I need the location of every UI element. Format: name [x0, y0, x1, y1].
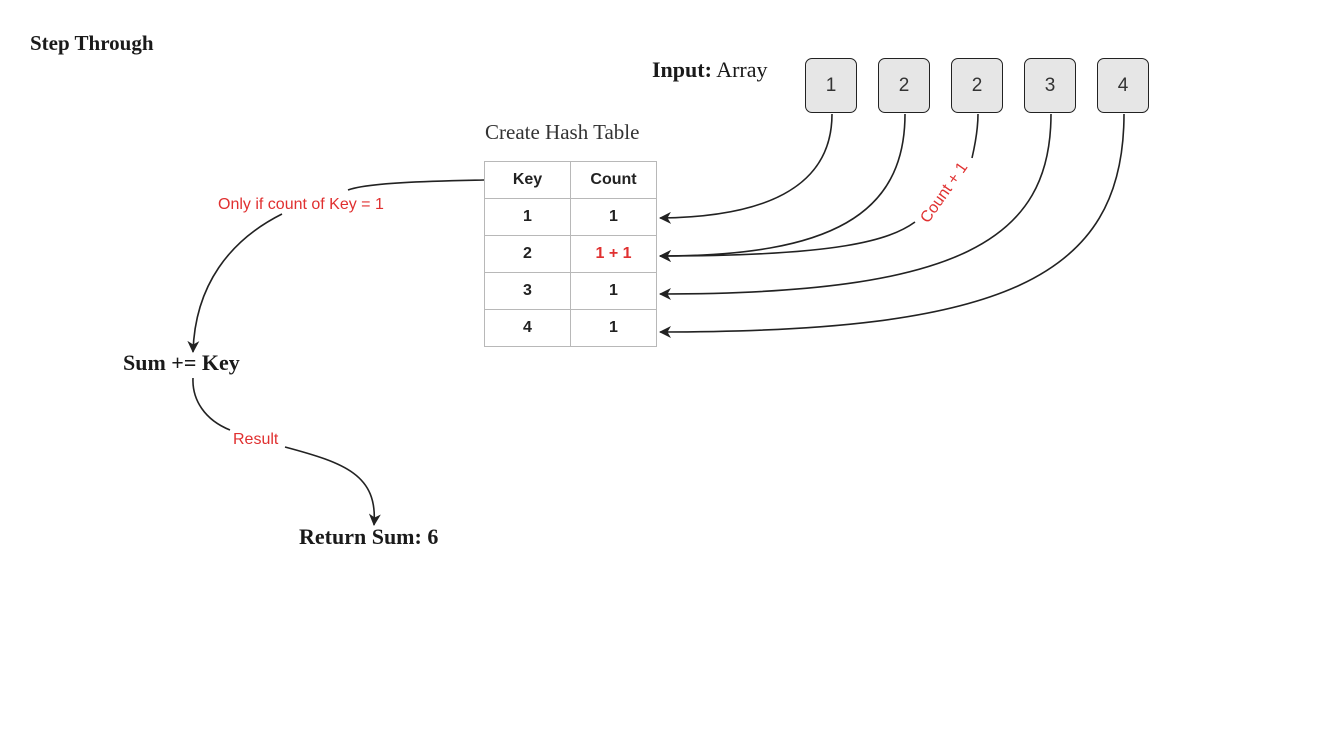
edge-label-result: Result	[233, 431, 279, 448]
key-cell: 4	[484, 309, 571, 347]
arrow-sum-to-return	[284, 446, 381, 526]
arrow-table-to-sum	[187, 213, 283, 353]
input-label: Input: Array	[652, 57, 768, 83]
input-label-value: Array	[716, 57, 768, 82]
array-item[interactable]: 3	[1024, 58, 1076, 113]
array-item[interactable]: 4	[1097, 58, 1149, 113]
hash-table: Key Count 1 1 2 1 + 1 3 1 4 1	[484, 161, 657, 347]
arrow-item4-to-row3	[659, 113, 1052, 300]
page-title: Step Through	[30, 31, 154, 55]
column-header-key: Key	[484, 161, 571, 199]
input-label-key: Input:	[652, 57, 712, 82]
array-item[interactable]: 2	[951, 58, 1003, 113]
edge-label-count-increment: Count + 1	[917, 159, 971, 226]
arrow-item3-to-row2	[659, 221, 916, 262]
count-cell: 1	[570, 309, 657, 347]
arrow-item3-to-row2	[971, 113, 979, 159]
arrow-item1-to-row1	[659, 113, 833, 224]
hash-table-title: Create Hash Table	[485, 120, 640, 144]
array-item[interactable]: 2	[878, 58, 930, 113]
return-node: Return Sum: 6	[299, 524, 439, 549]
edge-label-only-if: Only if count of Key = 1	[218, 196, 384, 213]
hash-table-header-row: Key Count	[484, 161, 657, 199]
arrow-item2-to-row2	[659, 113, 906, 262]
array-item[interactable]: 1	[805, 58, 857, 113]
sum-node: Sum += Key	[123, 350, 240, 375]
count-cell: 1	[570, 198, 657, 236]
table-row: 2 1 + 1	[484, 235, 657, 273]
arrow-sum-to-return	[192, 377, 231, 431]
arrow-table-to-sum	[347, 179, 485, 191]
table-row: 1 1	[484, 198, 657, 236]
count-cell: 1	[570, 272, 657, 310]
table-row: 4 1	[484, 309, 657, 347]
arrow-item5-to-row4	[659, 113, 1125, 338]
count-cell-incremented: 1 + 1	[570, 235, 657, 273]
column-header-count: Count	[570, 161, 657, 199]
key-cell: 2	[484, 235, 571, 273]
